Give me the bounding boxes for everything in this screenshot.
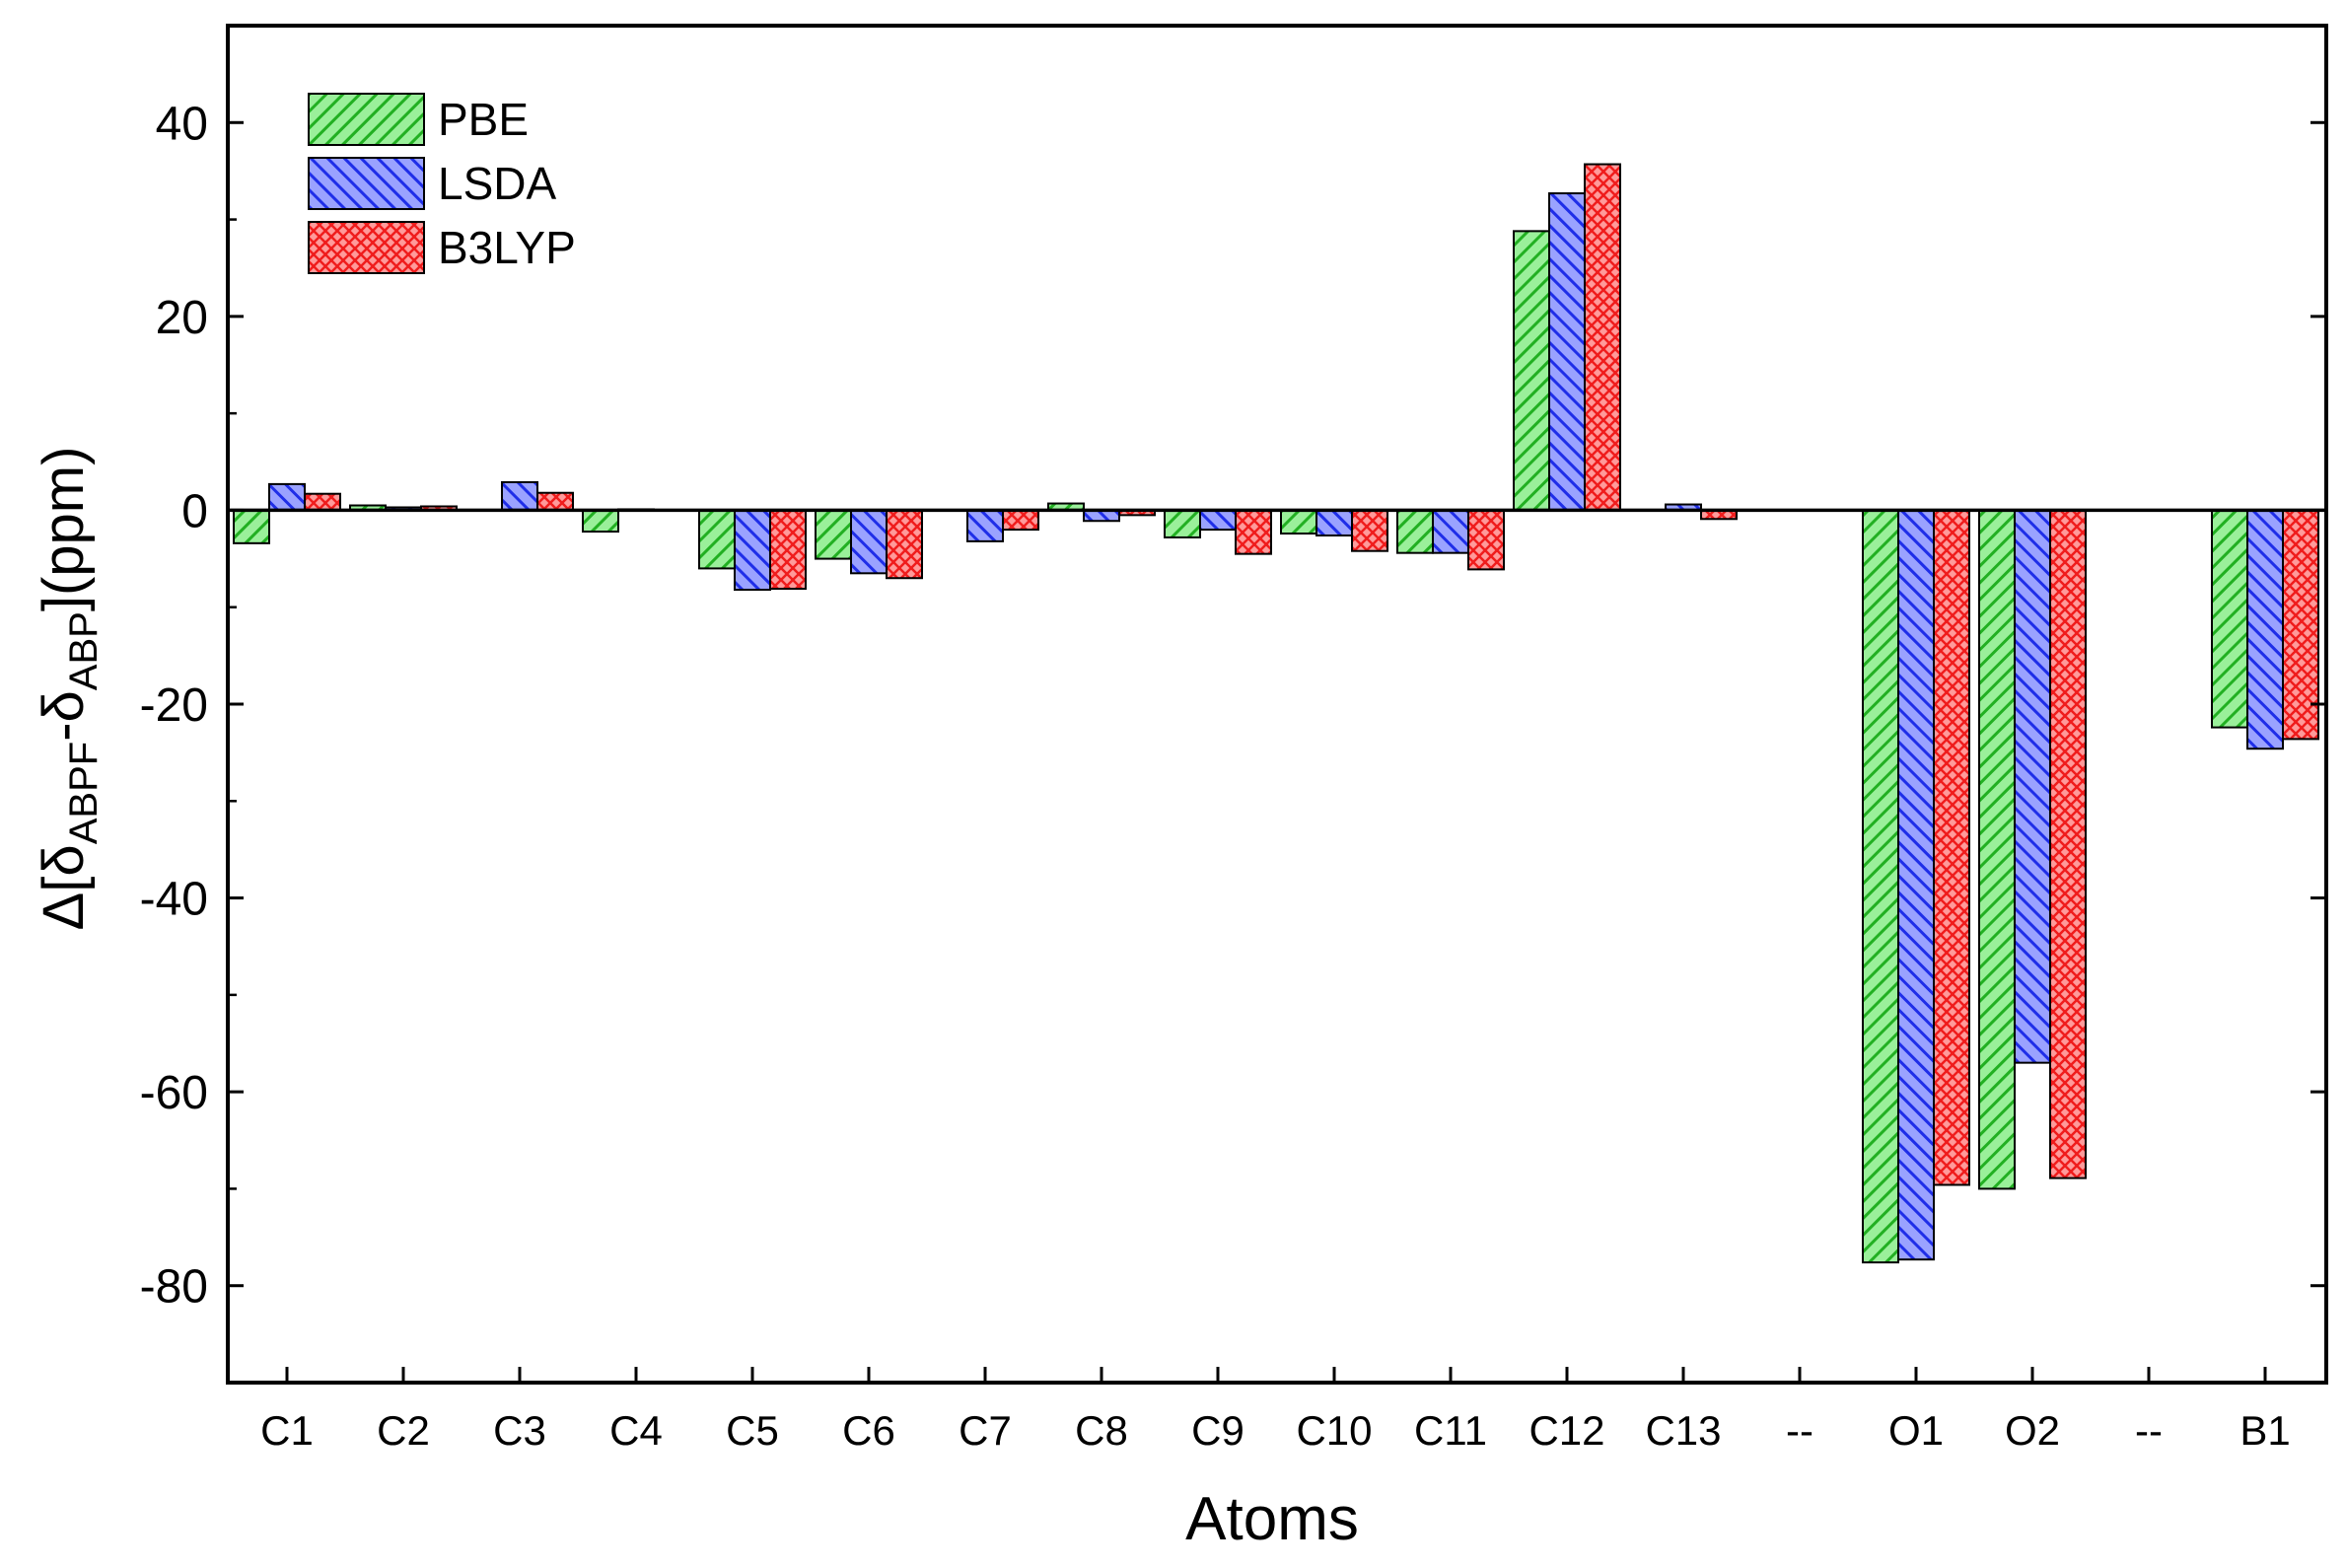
x-tick-label-c2: C2 xyxy=(377,1407,430,1454)
y-axis-label-sub1: ABPF xyxy=(62,742,106,844)
x-axis-ticks: C1 C2 C3 C4 C5 C6 C7 C8 C9 C10 C11 C12 C13 -- O1 O2 -- B1 xyxy=(260,1367,2291,1454)
bar-lsda-c5 xyxy=(734,509,771,592)
x-tick-label-c11: C11 xyxy=(1414,1407,1487,1454)
bar-lsda-b1 xyxy=(2246,509,2284,750)
bar-lsda-c12 xyxy=(1548,192,1586,512)
bars-group xyxy=(233,163,2319,1264)
bar-pbe-c12 xyxy=(1513,230,1550,512)
x-tick-label-gap: -- xyxy=(2135,1407,2163,1454)
bar-pbe-c9 xyxy=(1164,509,1201,538)
x-tick-label-c4: C4 xyxy=(609,1407,663,1454)
bar-pbe-c6 xyxy=(815,509,852,560)
x-tick-label-c6: C6 xyxy=(842,1407,895,1454)
bar-b3lyp-o1 xyxy=(1933,509,1970,1186)
bar-b3lyp-c6 xyxy=(886,509,923,580)
bar-b3lyp-o2 xyxy=(2049,509,2087,1179)
legend-swatch-lsda xyxy=(308,157,425,210)
x-tick-label-c1: C1 xyxy=(260,1407,314,1454)
bar-b3lyp-c11 xyxy=(1467,509,1505,571)
bar-lsda-o1 xyxy=(1897,509,1935,1261)
x-tick-label-c13: C13 xyxy=(1645,1407,1721,1454)
x-tick-label-c9: C9 xyxy=(1191,1407,1244,1454)
bar-lsda-o2 xyxy=(2014,509,2051,1064)
bar-b3lyp-c5 xyxy=(769,509,807,591)
x-axis-label: Atoms xyxy=(1185,1485,1359,1553)
y-axis-ticks: 40 20 0 -20 -40 -60 -80 xyxy=(140,24,2326,1385)
y-axis-label-prefix: Δ[δ xyxy=(32,844,96,930)
bar-pbe-c4 xyxy=(582,509,619,534)
bar-lsda-c7 xyxy=(966,509,1004,542)
y-tick-label: 0 xyxy=(181,485,208,537)
x-tick-label-c7: C7 xyxy=(959,1407,1012,1454)
bar-lsda-c6 xyxy=(850,509,888,575)
y-axis-label-sub2: ABP xyxy=(62,611,106,690)
y-axis-label-mid: -δ xyxy=(32,690,96,742)
x-tick-label-c8: C8 xyxy=(1075,1407,1128,1454)
bar-lsda-c1 xyxy=(268,482,306,512)
y-tick-label: -20 xyxy=(140,679,208,732)
x-tick-label-o1: O1 xyxy=(1888,1407,1944,1454)
legend-label-pbe: PBE xyxy=(438,94,529,145)
bar-b3lyp-c10 xyxy=(1351,509,1388,552)
y-tick-label: 20 xyxy=(156,292,208,344)
legend: PBE LSDA B3LYP xyxy=(308,93,576,274)
legend-swatch-b3lyp xyxy=(308,221,425,274)
bar-b3lyp-c9 xyxy=(1235,509,1272,555)
y-tick-label: -80 xyxy=(140,1261,208,1314)
y-tick-label: 40 xyxy=(156,98,208,150)
bar-lsda-c3 xyxy=(501,480,538,512)
x-tick-label-gap: -- xyxy=(1786,1407,1813,1454)
x-tick-label-c5: C5 xyxy=(726,1407,779,1454)
bar-b3lyp-c3 xyxy=(536,491,574,512)
bar-lsda-c9 xyxy=(1199,509,1237,532)
x-tick-label-o2: O2 xyxy=(2005,1407,2060,1454)
legend-label-lsda: LSDA xyxy=(438,158,556,209)
legend-label-b3lyp: B3LYP xyxy=(438,222,576,273)
bar-pbe-c5 xyxy=(698,509,736,570)
bar-b3lyp-c7 xyxy=(1002,509,1039,532)
bar-pbe-o2 xyxy=(1978,509,2016,1190)
x-tick-label-c12: C12 xyxy=(1528,1407,1604,1454)
bar-lsda-c11 xyxy=(1432,509,1469,554)
bar-b3lyp-b1 xyxy=(2282,509,2319,741)
bar-b3lyp-c12 xyxy=(1584,163,1621,512)
bar-lsda-c10 xyxy=(1315,509,1353,536)
legend-swatch-pbe xyxy=(308,93,425,146)
bar-pbe-c10 xyxy=(1280,509,1317,535)
y-axis-label-suffix: ](ppm) xyxy=(32,447,96,612)
y-tick-label: -60 xyxy=(140,1067,208,1119)
bar-b3lyp-c1 xyxy=(304,492,341,512)
bar-pbe-c11 xyxy=(1396,509,1434,554)
bar-pbe-c1 xyxy=(233,509,270,544)
y-tick-label: -40 xyxy=(140,874,208,926)
bar-pbe-o1 xyxy=(1862,509,1899,1264)
bar-pbe-b1 xyxy=(2211,509,2248,729)
y-axis-label: Δ[δABPF-δABP](ppm) xyxy=(32,447,106,931)
x-tick-label-c3: C3 xyxy=(493,1407,546,1454)
x-tick-label-b1: B1 xyxy=(2239,1407,2290,1454)
x-tick-label-c10: C10 xyxy=(1296,1407,1372,1454)
